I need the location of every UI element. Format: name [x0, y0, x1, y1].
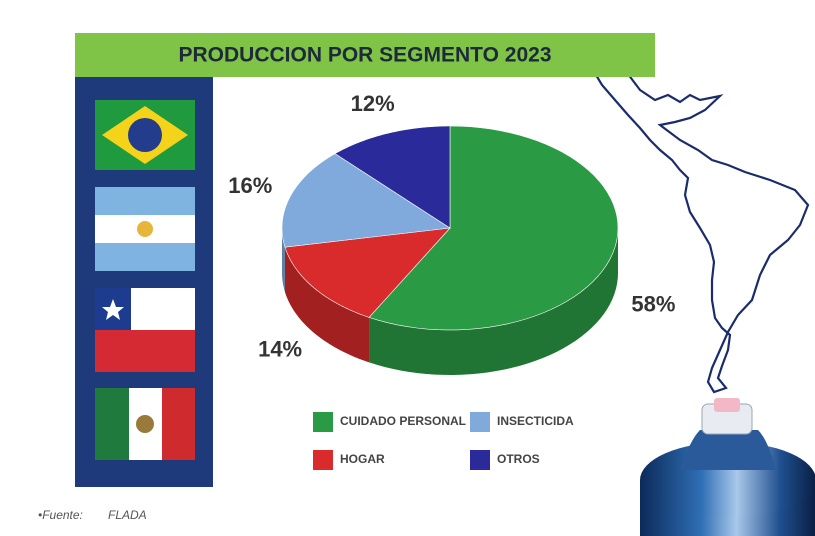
can-neck	[680, 430, 776, 470]
slice-side	[284, 247, 370, 363]
value-label: 14%	[258, 336, 302, 361]
source: FLADA	[108, 508, 147, 522]
legend-label: INSECTICIDA	[497, 414, 574, 428]
slice	[334, 125, 451, 229]
legend-swatch	[313, 450, 333, 470]
slice-side	[369, 228, 618, 375]
value-label: 16%	[228, 173, 272, 198]
value-label: 58%	[631, 292, 675, 317]
flag-argentina	[95, 187, 195, 271]
legend-label: OTROS	[497, 452, 540, 466]
legend-label: HOGAR	[340, 452, 385, 466]
legend-swatch	[470, 412, 490, 432]
title-bar	[75, 33, 655, 77]
flag-mexico	[95, 388, 195, 460]
slice	[284, 227, 451, 318]
slice	[281, 153, 451, 248]
can-nozzle	[714, 398, 740, 412]
source-label: •Fuente:	[38, 508, 83, 522]
pie: 58% 14% 16% 12%	[228, 91, 675, 375]
legend-label: CUIDADO PERSONAL	[340, 414, 466, 428]
slice-side	[282, 228, 285, 293]
slice	[368, 125, 619, 331]
legend-swatch	[470, 450, 490, 470]
legend-swatch	[313, 412, 333, 432]
value-label: 12%	[351, 91, 395, 116]
map-outline	[583, 40, 810, 394]
flag-chile	[95, 288, 195, 372]
flag-brazil	[95, 100, 195, 170]
chart-title: PRODUCCION POR SEGMENTO 2023	[178, 44, 551, 67]
